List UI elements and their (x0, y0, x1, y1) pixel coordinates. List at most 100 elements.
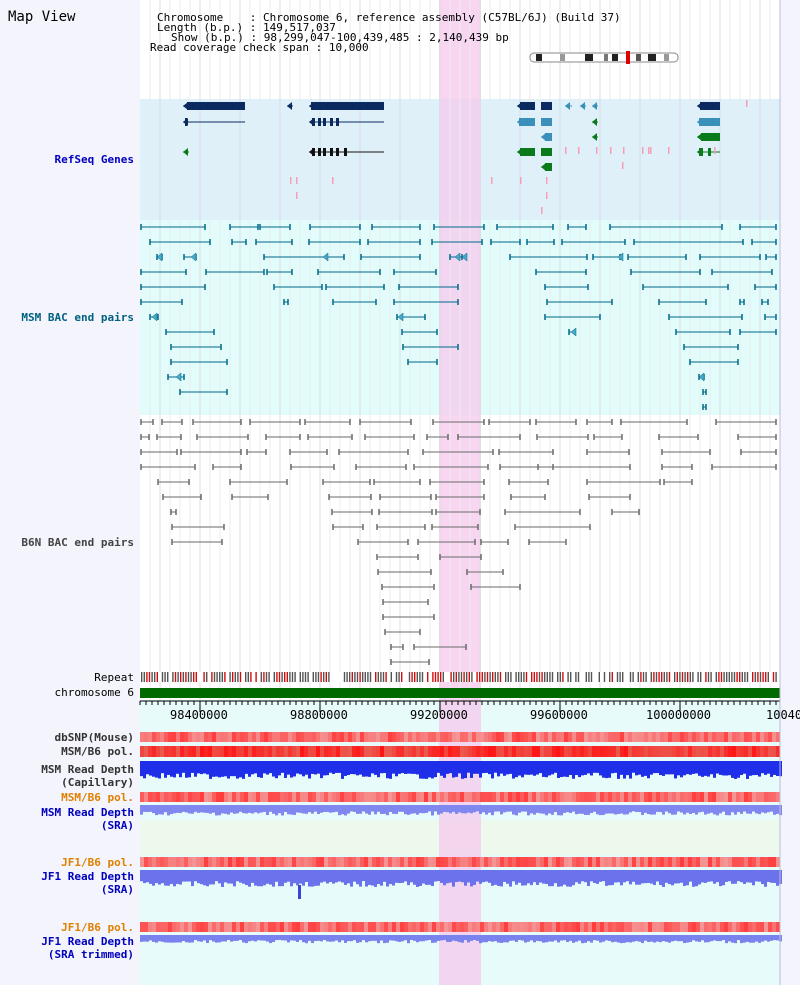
depth-bar (602, 935, 605, 942)
heat-cell (600, 922, 604, 932)
depth-bar (755, 870, 758, 882)
bac-arrow (617, 252, 624, 262)
heat-cell (196, 732, 200, 742)
depth-bar (638, 870, 641, 885)
heat-cell (596, 746, 600, 757)
depth-bar (272, 870, 275, 887)
repeat-block (193, 672, 195, 682)
heat-cell (660, 922, 664, 932)
snp-tick (520, 177, 522, 184)
heat-cell (428, 732, 432, 742)
depth-bar (701, 761, 704, 777)
heat-cell (204, 792, 208, 802)
repeat-block (141, 672, 143, 682)
track-label-b6n-bac[interactable]: B6N BAC end pairs (21, 536, 134, 549)
depth-bar (254, 870, 257, 886)
heat-cell (392, 732, 396, 742)
depth-bar (296, 870, 299, 886)
depth-bar (656, 805, 659, 812)
depth-bar (476, 935, 479, 941)
heat-cell (184, 792, 188, 802)
depth-bar (473, 761, 476, 774)
depth-bar (428, 805, 431, 812)
heat-cell (332, 922, 336, 932)
depth-bar (608, 805, 611, 814)
heat-cell (576, 746, 580, 757)
heat-cell (512, 792, 516, 802)
heat-cell (776, 857, 780, 867)
depth-bar (707, 761, 710, 777)
repeat-block (598, 672, 600, 682)
gene-exon (545, 133, 552, 141)
depth-bar (275, 935, 278, 941)
depth-bar (602, 805, 605, 815)
depth-bar (659, 805, 662, 813)
heat-cell (476, 792, 480, 802)
depth-bar (512, 805, 515, 815)
heat-cell (444, 732, 448, 742)
heat-cell (760, 857, 764, 867)
depth-bar (530, 870, 533, 886)
depth-bar (632, 870, 635, 882)
ideogram-band (612, 54, 618, 61)
depth-bar (302, 935, 305, 943)
depth-bar (755, 761, 758, 775)
depth-bar (437, 805, 440, 815)
repeat-block (681, 672, 684, 682)
repeat-block (486, 672, 489, 682)
heat-cell (236, 746, 240, 757)
repeat-block (229, 672, 231, 682)
heat-cell (436, 732, 440, 742)
heat-cell (400, 857, 404, 867)
depth-bar (503, 870, 506, 882)
heat-cell (712, 732, 716, 742)
depth-bar (434, 870, 437, 882)
repeat-block (390, 672, 392, 682)
repeat-block (239, 672, 242, 682)
heat-cell (564, 922, 568, 932)
depth-bar (233, 935, 236, 941)
heat-cell (288, 922, 292, 932)
depth-bar (557, 805, 560, 816)
depth-bar (728, 870, 731, 882)
heat-cell (396, 857, 400, 867)
heat-cell (744, 746, 748, 757)
heat-cell (480, 922, 484, 932)
depth-bar (248, 761, 251, 777)
heat-cell (524, 792, 528, 802)
track-label-refseq[interactable]: RefSeq Genes (54, 153, 134, 166)
depth-bar (230, 805, 233, 813)
heat-cell (192, 857, 196, 867)
depth-bar (167, 805, 170, 816)
depth-bar (470, 805, 473, 814)
repeat-block (195, 672, 197, 682)
gene-exon (344, 148, 347, 156)
depth-bar (353, 761, 356, 775)
heat-cell (364, 922, 368, 932)
depth-bar (398, 761, 401, 774)
depth-bar (527, 805, 530, 816)
heat-cell (460, 746, 464, 757)
depth-bar (431, 805, 434, 816)
heat-cell (164, 746, 168, 757)
track-label-msm-bac[interactable]: MSM BAC end pairs (21, 311, 134, 324)
depth-bar (209, 935, 212, 941)
heat-cell (372, 746, 376, 757)
gene-arrow (592, 102, 597, 110)
heat-cell (284, 792, 288, 802)
heat-cell (144, 792, 148, 802)
depth-bar (632, 935, 635, 942)
track-label-msm-depth-cap: MSM Read Depth (Capillary) (41, 763, 134, 789)
snp-tick (650, 147, 652, 154)
depth-bar (299, 935, 302, 941)
track-label-msm-b6-pol: MSM/B6 pol. (61, 745, 134, 758)
heat-cell (504, 746, 508, 757)
depth-bar (278, 870, 281, 887)
heat-cell (688, 732, 692, 742)
heat-cell (356, 792, 360, 802)
heat-cell (444, 792, 448, 802)
depth-bar (701, 805, 704, 812)
depth-bar (716, 935, 719, 942)
depth-bar (251, 761, 254, 775)
heat-cell (428, 857, 432, 867)
